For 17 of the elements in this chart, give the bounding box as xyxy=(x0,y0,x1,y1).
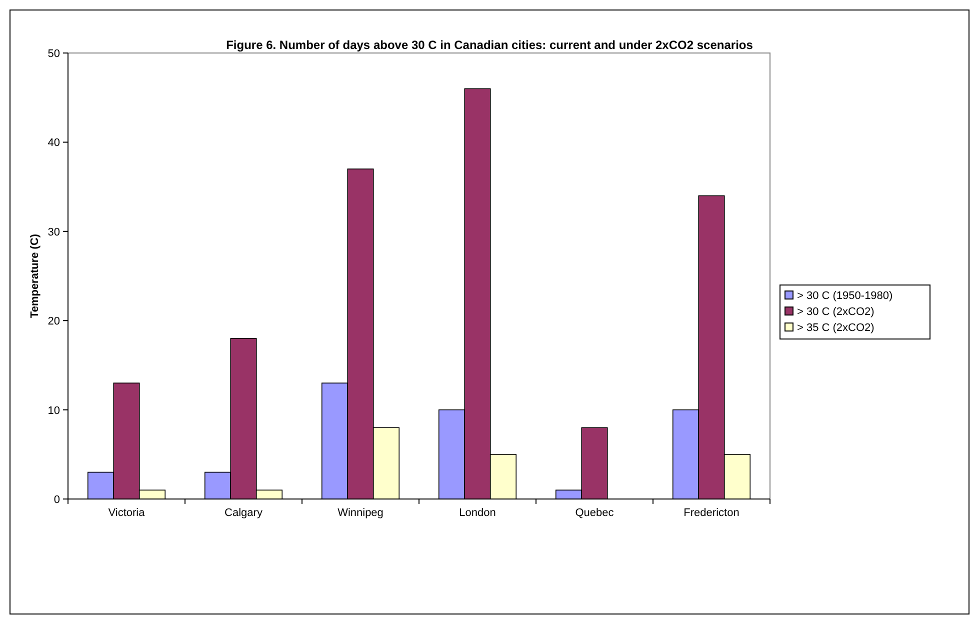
x-tick-label: Calgary xyxy=(224,507,263,519)
legend-label: > 35 C (2xCO2) xyxy=(797,322,874,334)
x-tick-label: Victoria xyxy=(108,507,146,519)
y-tick-label: 20 xyxy=(48,316,60,328)
x-tick-label: Winnipeg xyxy=(338,507,384,519)
y-tick-label: 40 xyxy=(48,137,60,150)
x-tick-label: London xyxy=(459,507,496,519)
y-tick-label: 0 xyxy=(54,494,60,506)
y-tick-label: 50 xyxy=(48,48,60,60)
legend-label: > 30 C (1950-1980) xyxy=(797,290,893,302)
x-tick-label: Quebec xyxy=(575,507,614,519)
x-tick-label: Fredericton xyxy=(684,507,740,519)
y-tick-label: 10 xyxy=(48,404,60,417)
legend-label: > 30 C (2xCO2) xyxy=(797,306,874,318)
chart-title: Figure 6. Number of days above 30 C in Canadian cities: current and under 2xCO2 scenarios xyxy=(226,38,754,52)
y-tick-label: 30 xyxy=(48,226,60,238)
y-axis-title: Temperature (C) xyxy=(29,234,41,318)
